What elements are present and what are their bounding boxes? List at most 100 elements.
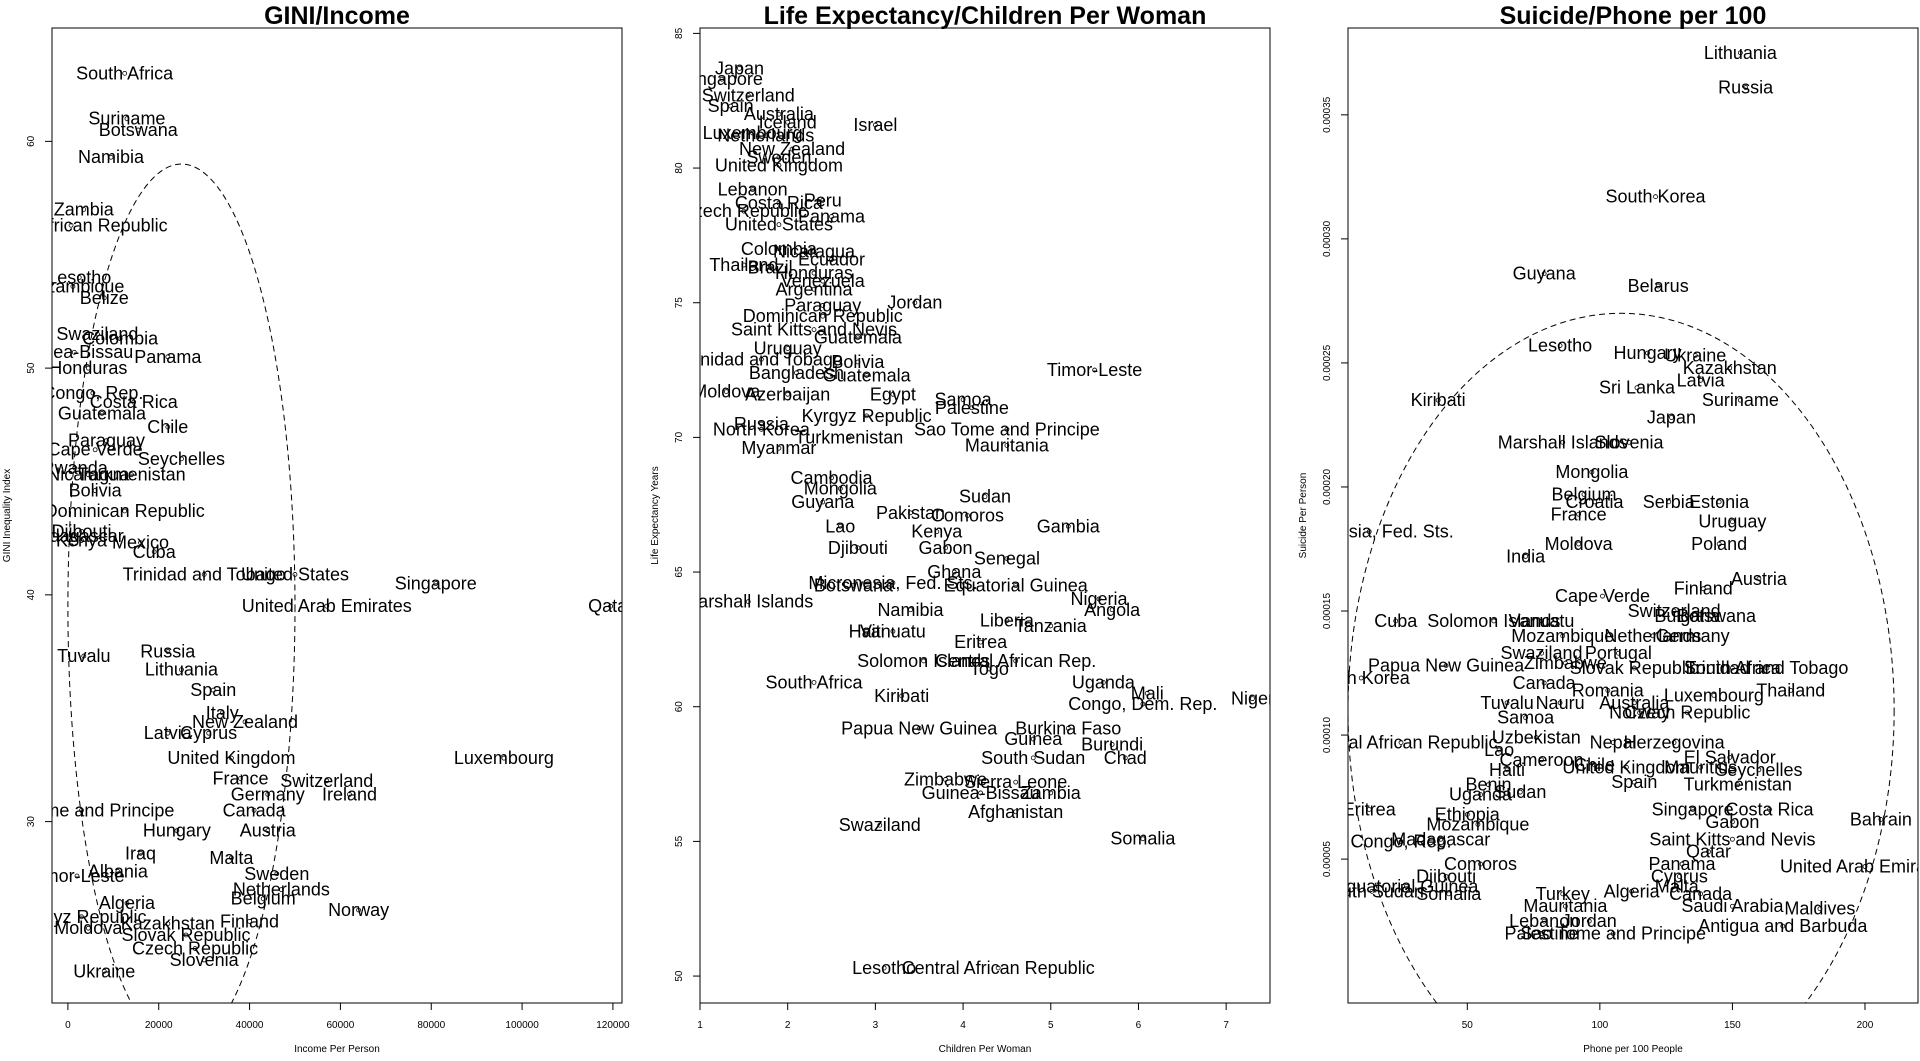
point-mauritius [1698, 764, 1704, 770]
point-haiti [1504, 767, 1510, 773]
point-label-benin: Benin [1465, 775, 1511, 795]
y-tick-label: 55 [674, 835, 685, 847]
point-lesotho [1557, 343, 1563, 348]
point-costa-rica [776, 200, 782, 206]
point-botswana [1714, 613, 1719, 619]
point-label-jordan: Jordan [1562, 911, 1617, 931]
x-tick-label: 50 [1462, 1020, 1474, 1031]
point-haiti [864, 628, 870, 634]
point-label-czech-republic: Czech Republic [681, 201, 807, 221]
point-switzerland [324, 778, 330, 784]
point-label-uganda: Uganda [1072, 672, 1136, 692]
point-label-sri-lanka: Sri Lanka [1599, 378, 1676, 398]
point-timor-leste [1092, 367, 1098, 373]
point-label-rwanda: Rwanda [42, 458, 109, 478]
point-label-lao: Lao [825, 516, 855, 536]
point-turkmenistan [129, 472, 134, 478]
panel-suicide-phone: Suicide/Phone per 100 Phone per 100 Peopl… [1298, 2, 1919, 1055]
point-latvia [1698, 377, 1704, 383]
point-label-lebanon: Lebanon [1509, 911, 1579, 931]
point-honduras [85, 365, 91, 371]
point-label-hungary: Hungary [143, 821, 211, 841]
x-tick-label: 2 [785, 1020, 791, 1031]
point-label-zambia: Zambia [54, 199, 115, 219]
point-label-dominican-republic: Dominican Republic [45, 501, 205, 521]
point-label-united-states: United States [241, 564, 349, 584]
point-label-spain: Spain [708, 96, 754, 116]
plot-frame [1347, 27, 1919, 1004]
point-swaziland [1539, 650, 1544, 656]
point-algeria [1629, 888, 1635, 894]
point-japan [1669, 415, 1674, 420]
point-namibia [908, 607, 913, 613]
plot-area: Lithuania Russia South Korea Guyana Belarus L… [1348, 43, 1918, 1003]
x-tick-label: 7 [1223, 1020, 1229, 1031]
point-south-korea [1653, 194, 1658, 200]
x-tick-label: 0 [65, 1020, 71, 1031]
point-label-eritrea: Eritrea [954, 632, 1008, 652]
point-congo-rep [1398, 839, 1404, 845]
point-label-panama: Panama [134, 347, 202, 367]
point-sri-lanka [1634, 385, 1640, 391]
point-cambodia [829, 475, 834, 481]
point-netherlands [1650, 633, 1656, 639]
point-label-ukraine: Ukraine [73, 961, 135, 981]
point-guatemala [864, 373, 870, 378]
point-ireland [347, 791, 352, 797]
point-label-belgium: Belgium [231, 889, 296, 909]
point-label-czech-republic: Czech Republic [132, 939, 258, 959]
point-label-saint-kitts-and-nevis: Saint Kitts and Nevis [1649, 829, 1815, 849]
point-label-united-states: United States [725, 215, 833, 235]
point-uganda [1100, 680, 1106, 685]
point-label-azerbaijan: Azerbaijan [745, 384, 830, 404]
point-label-guinea-bissau: Guinea-Bissau [922, 783, 1040, 803]
point-label-kenya: Kenya [56, 530, 108, 550]
x-tick-label: 100000 [505, 1020, 539, 1031]
y-tick-label: 85 [674, 27, 685, 39]
x-tick-label: 3 [873, 1020, 879, 1031]
point-label-slovak-republic: Slovak Republic [121, 925, 250, 945]
point-label-zambia: Zambia [1021, 783, 1082, 803]
point-label-spain: Spain [1611, 772, 1657, 792]
y-tick-label: 80 [674, 162, 685, 174]
plot-frame [699, 27, 1271, 1004]
point-label-zimbabwe: Zimbabwe [904, 769, 987, 789]
point-djibouti [1443, 874, 1449, 879]
point-label-equatorial-guinea: Equatorial Guinea [944, 576, 1089, 596]
point-malta [229, 855, 234, 861]
point-label-nepal: Nepal [1590, 733, 1637, 753]
confidence-ellipse [67, 163, 296, 1003]
point-label-nigeria: Nigeria [1070, 589, 1128, 609]
point-label-netherlands: Netherlands [1604, 626, 1701, 646]
point-label-guatemala: Guatemala [58, 403, 147, 423]
point-label-moldova: Moldova [692, 382, 761, 402]
point-argentina [811, 286, 817, 292]
point-label-malta: Malta [209, 848, 254, 868]
point-label-saudi-arabia: Saudi Arabia [1681, 896, 1784, 916]
point-djibouti [79, 528, 84, 534]
point-united-kingdom [229, 755, 234, 761]
point-pakistan [908, 510, 913, 516]
point-trinidad-and-tobago [1764, 665, 1770, 671]
point-kiribati [1435, 397, 1441, 403]
point-label-bangladesh: Bangladesh [749, 363, 844, 383]
x-axis-label: Phone per 100 People [1583, 1044, 1683, 1055]
point-label-namibia: Namibia [877, 600, 944, 620]
point-label-guinea-bissau: Guinea-Bissau [15, 342, 133, 362]
point-tuvalu [81, 653, 87, 659]
point-finland [1700, 586, 1706, 592]
point-label-mauritania: Mauritania [965, 435, 1050, 455]
point-label-zimbabwe: Zimbabwe [1524, 653, 1607, 673]
point-peru [820, 197, 826, 203]
y-tick-label: 0.00030 [1322, 220, 1333, 257]
point-serbia [1666, 499, 1672, 505]
point-label-timor-leste: Timor-Leste [1047, 360, 1142, 380]
point-label-trinidad-and-tobago: Trinidad and Tobago [680, 349, 843, 369]
point-label-sao-tome-and-principe: Sao Tome and Principe [0, 800, 174, 820]
point-label-burundi: Burundi [1081, 734, 1143, 754]
point-label-liberia: Liberia [980, 611, 1035, 631]
x-axis-label: Income Per Person [294, 1044, 380, 1055]
point-label-south-africa: South Africa [765, 672, 863, 692]
point-uruguay [1730, 519, 1735, 525]
point-label-kazakhstan: Kazakhstan [121, 914, 215, 934]
